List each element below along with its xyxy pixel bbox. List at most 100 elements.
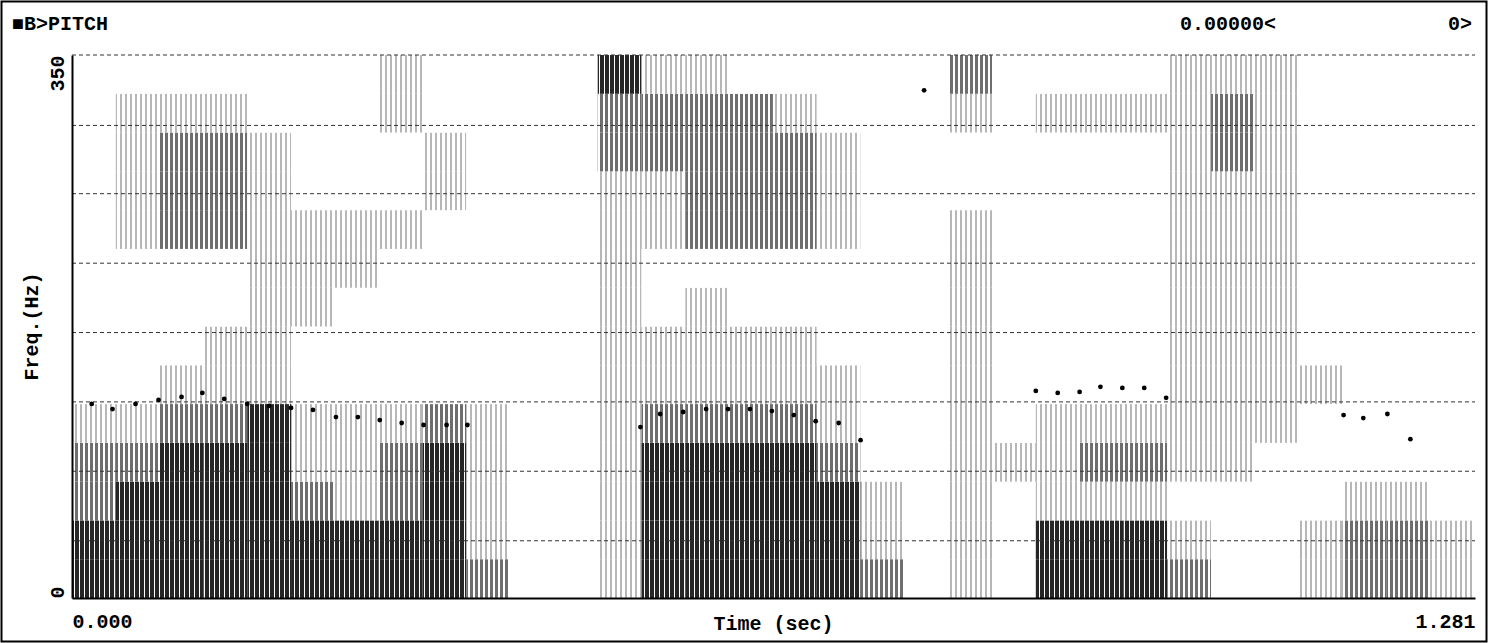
spectrogram-cell (247, 133, 291, 172)
spectrogram-cell (992, 520, 1036, 559)
spectrogram-cell (642, 94, 686, 133)
spectrogram-cell (422, 249, 466, 288)
spectrogram-cell (1386, 55, 1430, 94)
spectrogram-cell (1386, 133, 1430, 172)
spectrogram-cell (1299, 443, 1343, 482)
spectrogram-cell (1342, 482, 1386, 521)
spectrogram-cell (422, 482, 466, 521)
spectrogram-cell (1123, 482, 1167, 521)
spectrogram-cell (203, 559, 247, 598)
pitch-point (769, 409, 774, 414)
spectrogram-cell (160, 133, 204, 172)
spectrogram-cell (1036, 482, 1080, 521)
spectrogram-cell (1342, 288, 1386, 327)
spectrogram-cell (861, 520, 905, 559)
pitch-point (267, 404, 272, 409)
spectrogram-cell (1299, 94, 1343, 133)
spectrogram-cell (1342, 210, 1386, 249)
pitch-point (200, 391, 205, 396)
spectrogram-cell (1299, 133, 1343, 172)
spectrogram-cell (729, 288, 773, 327)
spectrogram-cell (598, 443, 642, 482)
spectrogram-cell (203, 482, 247, 521)
spectrogram-cell (1255, 210, 1299, 249)
spectrogram-cell (729, 559, 773, 598)
spectrogram-cell (948, 94, 992, 133)
spectrogram-cell (1255, 94, 1299, 133)
spectrogram-cell (291, 55, 335, 94)
spectrogram-cell (685, 133, 729, 172)
spectrogram-cell (510, 482, 554, 521)
spectrogram-cell (422, 443, 466, 482)
pitch-point (1120, 386, 1125, 391)
spectrogram-cell (247, 443, 291, 482)
spectrogram-cell (72, 133, 116, 172)
spectrogram-cell (1123, 55, 1167, 94)
spectrogram-cell (466, 520, 510, 559)
spectrogram-cell (948, 171, 992, 210)
spectrogram-cell (1167, 288, 1211, 327)
spectrogram-cell (379, 94, 423, 133)
spectrogram-cell (116, 249, 160, 288)
spectrogram-cell (1080, 404, 1124, 443)
spectrogram-cell (729, 443, 773, 482)
spectrogram-cell (642, 249, 686, 288)
spectrogram-cell (773, 559, 817, 598)
spectrogram-cell (904, 210, 948, 249)
spectrogram-cell (379, 288, 423, 327)
spectrogram-cell (554, 365, 598, 404)
spectrogram-cell (510, 365, 554, 404)
spectrogram-cell (1080, 520, 1124, 559)
spectrogram-cell (904, 404, 948, 443)
spectrogram-cell (291, 520, 335, 559)
spectrogram-cell (379, 249, 423, 288)
spectrogram-cell (861, 55, 905, 94)
spectrogram-cell (773, 94, 817, 133)
spectrogram-cell (1211, 288, 1255, 327)
x-axis-title: Time (sec) (713, 613, 833, 636)
spectrogram-cell (116, 520, 160, 559)
spectrogram-cell (466, 559, 510, 598)
spectrogram-cell (1123, 365, 1167, 404)
spectrogram-cell (203, 210, 247, 249)
spectrogram-cell (598, 482, 642, 521)
spectrogram-cell (291, 404, 335, 443)
spectrogram-cell (379, 482, 423, 521)
spectrogram-cell (904, 288, 948, 327)
spectrogram-cell (379, 55, 423, 94)
spectrogram-cell (817, 210, 861, 249)
spectrogram-cell (1167, 443, 1211, 482)
spectrogram-cell (72, 288, 116, 327)
spectrogram-cell (422, 210, 466, 249)
spectrogram-cell (642, 133, 686, 172)
spectrogram-cell (904, 443, 948, 482)
spectrogram-cell (1430, 482, 1475, 521)
spectrogram-cell (554, 559, 598, 598)
spectrogram-cell (685, 55, 729, 94)
spectrogram-cell (1299, 210, 1343, 249)
spectrogram-cell (1342, 443, 1386, 482)
spectrogram (72, 55, 1475, 598)
spectrogram-cell (1080, 482, 1124, 521)
spectrogram-cell (861, 171, 905, 210)
header-counter: 0> (1448, 13, 1472, 36)
spectrogram-cell (861, 210, 905, 249)
spectrogram-cell (992, 559, 1036, 598)
spectrogram-cell (554, 520, 598, 559)
spectrogram-cell (510, 559, 554, 598)
spectrogram-cell (861, 443, 905, 482)
spectrogram-cell (992, 55, 1036, 94)
spectrogram-cell (247, 520, 291, 559)
spectrogram-cell (291, 482, 335, 521)
grid-line (72, 540, 1475, 541)
spectrogram-cell (379, 133, 423, 172)
grid (72, 55, 1475, 541)
spectrogram-cell (1080, 171, 1124, 210)
spectrogram-cell (554, 288, 598, 327)
spectrogram-cell (861, 482, 905, 521)
pitch-point (444, 423, 449, 428)
spectrogram-cell (422, 404, 466, 443)
spectrogram-cell (247, 404, 291, 443)
grid-line (72, 193, 1475, 194)
spectrogram-cell (1036, 520, 1080, 559)
